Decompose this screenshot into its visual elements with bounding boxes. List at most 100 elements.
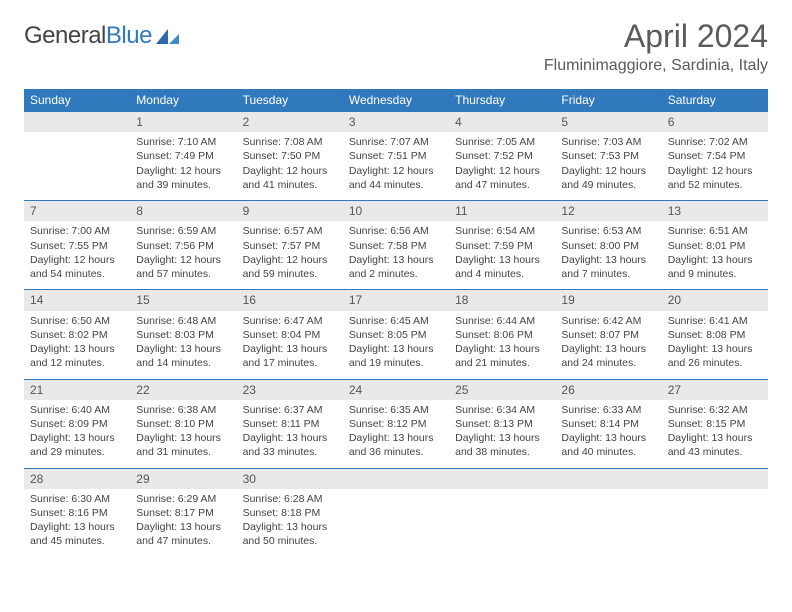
day-number-cell: 8 bbox=[130, 201, 236, 222]
daylight2-text: and 41 minutes. bbox=[243, 178, 337, 192]
day-number bbox=[24, 112, 130, 132]
sunrise-text: Sunrise: 6:57 AM bbox=[243, 224, 337, 238]
day-number: 16 bbox=[237, 290, 343, 310]
daylight1-text: Daylight: 13 hours bbox=[668, 342, 762, 356]
day-number-cell bbox=[555, 468, 661, 489]
day-cell: Sunrise: 6:35 AMSunset: 8:12 PMDaylight:… bbox=[343, 400, 449, 469]
logo: GeneralBlue bbox=[24, 18, 182, 50]
daylight1-text: Daylight: 12 hours bbox=[668, 164, 762, 178]
day-body: Sunrise: 6:35 AMSunset: 8:12 PMDaylight:… bbox=[343, 400, 449, 468]
sunset-text: Sunset: 8:10 PM bbox=[136, 417, 230, 431]
sunrise-text: Sunrise: 6:37 AM bbox=[243, 403, 337, 417]
day-number: 17 bbox=[343, 290, 449, 310]
day-number-row: 21222324252627 bbox=[24, 379, 768, 400]
daylight2-text: and 36 minutes. bbox=[349, 445, 443, 459]
day-header: Friday bbox=[555, 89, 661, 112]
day-cell: Sunrise: 6:34 AMSunset: 8:13 PMDaylight:… bbox=[449, 400, 555, 469]
sunset-text: Sunset: 7:55 PM bbox=[30, 239, 124, 253]
sunrise-text: Sunrise: 6:38 AM bbox=[136, 403, 230, 417]
day-body: Sunrise: 7:07 AMSunset: 7:51 PMDaylight:… bbox=[343, 132, 449, 200]
daylight1-text: Daylight: 12 hours bbox=[349, 164, 443, 178]
daylight2-text: and 57 minutes. bbox=[136, 267, 230, 281]
day-number-cell: 19 bbox=[555, 290, 661, 311]
day-number-cell: 11 bbox=[449, 201, 555, 222]
day-number: 26 bbox=[555, 380, 661, 400]
day-cell bbox=[449, 489, 555, 557]
day-body: Sunrise: 6:59 AMSunset: 7:56 PMDaylight:… bbox=[130, 221, 236, 289]
day-header: Tuesday bbox=[237, 89, 343, 112]
day-body: Sunrise: 6:29 AMSunset: 8:17 PMDaylight:… bbox=[130, 489, 236, 557]
day-number: 22 bbox=[130, 380, 236, 400]
daylight2-text: and 39 minutes. bbox=[136, 178, 230, 192]
day-cell: Sunrise: 6:47 AMSunset: 8:04 PMDaylight:… bbox=[237, 311, 343, 380]
day-cell: Sunrise: 7:05 AMSunset: 7:52 PMDaylight:… bbox=[449, 132, 555, 201]
sunset-text: Sunset: 7:51 PM bbox=[349, 149, 443, 163]
day-header-row: Sunday Monday Tuesday Wednesday Thursday… bbox=[24, 89, 768, 112]
sunset-text: Sunset: 7:52 PM bbox=[455, 149, 549, 163]
day-number: 4 bbox=[449, 112, 555, 132]
day-number-cell: 23 bbox=[237, 379, 343, 400]
day-cell bbox=[24, 132, 130, 201]
day-header: Monday bbox=[130, 89, 236, 112]
day-number-row: 78910111213 bbox=[24, 201, 768, 222]
sunset-text: Sunset: 8:04 PM bbox=[243, 328, 337, 342]
day-number: 21 bbox=[24, 380, 130, 400]
sunrise-text: Sunrise: 6:40 AM bbox=[30, 403, 124, 417]
day-body: Sunrise: 6:34 AMSunset: 8:13 PMDaylight:… bbox=[449, 400, 555, 468]
daylight2-text: and 44 minutes. bbox=[349, 178, 443, 192]
day-cell: Sunrise: 6:28 AMSunset: 8:18 PMDaylight:… bbox=[237, 489, 343, 557]
daylight1-text: Daylight: 12 hours bbox=[243, 253, 337, 267]
day-number: 27 bbox=[662, 380, 768, 400]
sunset-text: Sunset: 8:17 PM bbox=[136, 506, 230, 520]
sunrise-text: Sunrise: 6:54 AM bbox=[455, 224, 549, 238]
daylight2-text: and 9 minutes. bbox=[668, 267, 762, 281]
daylight2-text: and 40 minutes. bbox=[561, 445, 655, 459]
day-number-cell: 14 bbox=[24, 290, 130, 311]
daylight2-text: and 38 minutes. bbox=[455, 445, 549, 459]
sunset-text: Sunset: 8:02 PM bbox=[30, 328, 124, 342]
day-number-cell: 25 bbox=[449, 379, 555, 400]
day-cell: Sunrise: 6:32 AMSunset: 8:15 PMDaylight:… bbox=[662, 400, 768, 469]
day-cell: Sunrise: 6:41 AMSunset: 8:08 PMDaylight:… bbox=[662, 311, 768, 380]
day-body: Sunrise: 6:51 AMSunset: 8:01 PMDaylight:… bbox=[662, 221, 768, 289]
day-header: Sunday bbox=[24, 89, 130, 112]
day-cell: Sunrise: 6:53 AMSunset: 8:00 PMDaylight:… bbox=[555, 221, 661, 290]
sunrise-text: Sunrise: 6:28 AM bbox=[243, 492, 337, 506]
day-number-cell: 16 bbox=[237, 290, 343, 311]
sunrise-text: Sunrise: 6:59 AM bbox=[136, 224, 230, 238]
daylight1-text: Daylight: 13 hours bbox=[243, 342, 337, 356]
sunrise-text: Sunrise: 7:08 AM bbox=[243, 135, 337, 149]
day-number-cell: 21 bbox=[24, 379, 130, 400]
sunrise-text: Sunrise: 7:03 AM bbox=[561, 135, 655, 149]
sunrise-text: Sunrise: 7:05 AM bbox=[455, 135, 549, 149]
day-body: Sunrise: 7:03 AMSunset: 7:53 PMDaylight:… bbox=[555, 132, 661, 200]
day-number: 25 bbox=[449, 380, 555, 400]
day-number: 14 bbox=[24, 290, 130, 310]
daylight1-text: Daylight: 13 hours bbox=[349, 342, 443, 356]
day-cell: Sunrise: 7:07 AMSunset: 7:51 PMDaylight:… bbox=[343, 132, 449, 201]
day-number-cell: 12 bbox=[555, 201, 661, 222]
day-number: 18 bbox=[449, 290, 555, 310]
day-body bbox=[24, 132, 130, 200]
day-number-cell: 30 bbox=[237, 468, 343, 489]
daylight1-text: Daylight: 13 hours bbox=[668, 431, 762, 445]
day-cell: Sunrise: 6:57 AMSunset: 7:57 PMDaylight:… bbox=[237, 221, 343, 290]
daylight1-text: Daylight: 13 hours bbox=[455, 431, 549, 445]
sunset-text: Sunset: 8:12 PM bbox=[349, 417, 443, 431]
sunset-text: Sunset: 8:15 PM bbox=[668, 417, 762, 431]
daylight2-text: and 14 minutes. bbox=[136, 356, 230, 370]
day-number-cell bbox=[24, 112, 130, 133]
sunset-text: Sunset: 8:05 PM bbox=[349, 328, 443, 342]
day-body: Sunrise: 6:41 AMSunset: 8:08 PMDaylight:… bbox=[662, 311, 768, 379]
title-block: April 2024 Fluminimaggiore, Sardinia, It… bbox=[544, 18, 768, 75]
day-body: Sunrise: 6:54 AMSunset: 7:59 PMDaylight:… bbox=[449, 221, 555, 289]
day-number-cell: 10 bbox=[343, 201, 449, 222]
daylight2-text: and 31 minutes. bbox=[136, 445, 230, 459]
day-number: 6 bbox=[662, 112, 768, 132]
logo-text-general: General bbox=[24, 22, 106, 50]
day-number: 13 bbox=[662, 201, 768, 221]
sunrise-text: Sunrise: 7:02 AM bbox=[668, 135, 762, 149]
day-number-cell: 26 bbox=[555, 379, 661, 400]
day-body: Sunrise: 7:08 AMSunset: 7:50 PMDaylight:… bbox=[237, 132, 343, 200]
sunset-text: Sunset: 7:59 PM bbox=[455, 239, 549, 253]
